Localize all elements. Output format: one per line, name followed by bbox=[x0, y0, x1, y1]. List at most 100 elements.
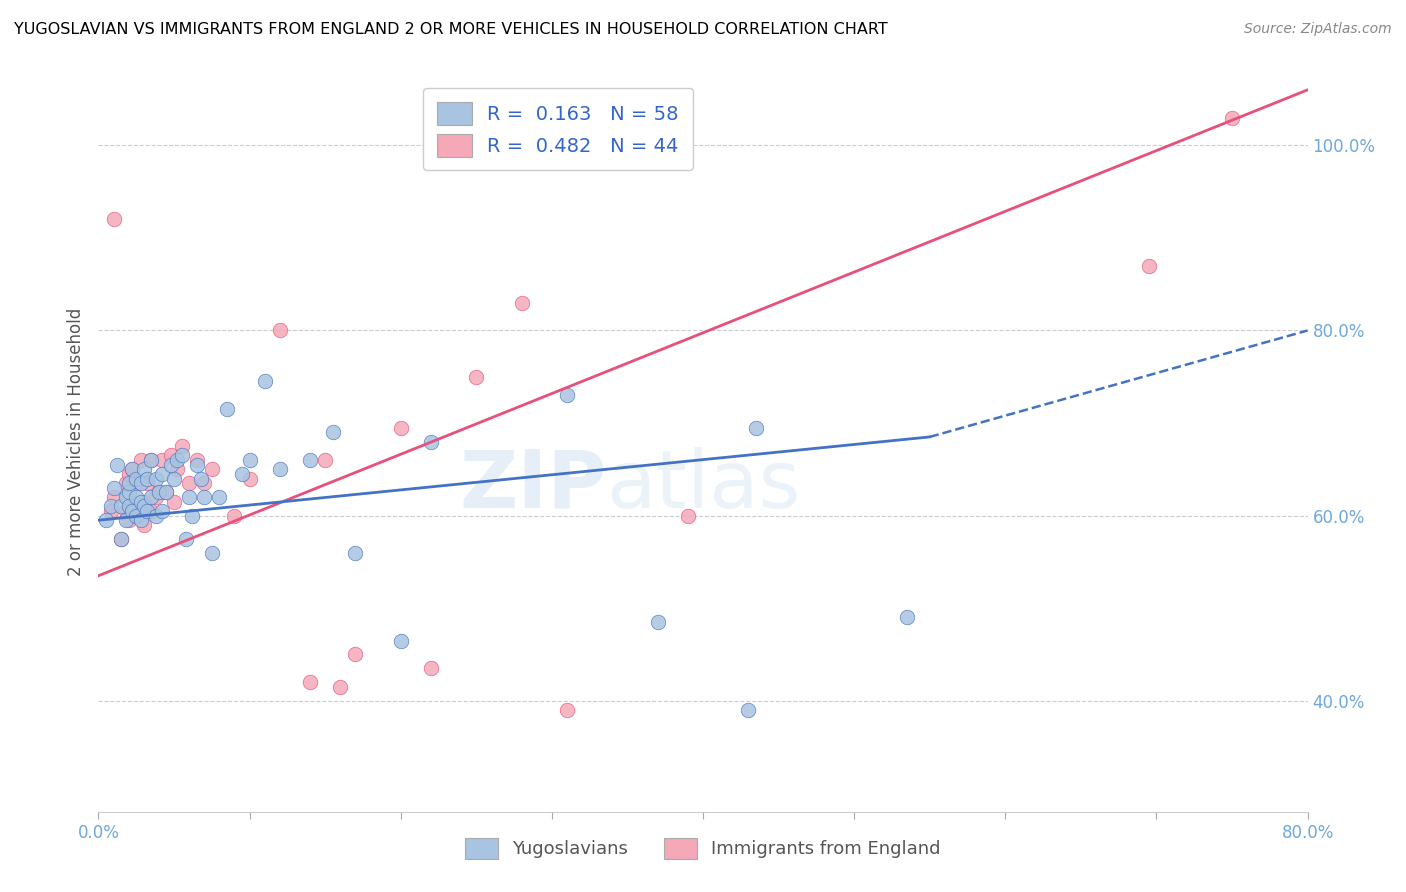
Point bbox=[141, 504, 163, 518]
Point bbox=[239, 453, 262, 467]
Point bbox=[344, 648, 367, 662]
Y-axis label: 2 or more Vehicles in Household: 2 or more Vehicles in Household bbox=[66, 308, 84, 575]
Point bbox=[114, 504, 136, 518]
Point bbox=[118, 467, 141, 481]
Point bbox=[253, 375, 276, 389]
Point bbox=[555, 703, 578, 717]
Point bbox=[174, 532, 197, 546]
Point bbox=[145, 508, 167, 523]
Point bbox=[129, 453, 152, 467]
Point bbox=[190, 472, 212, 486]
Point bbox=[94, 513, 117, 527]
Text: ZIP: ZIP bbox=[458, 447, 606, 525]
Point bbox=[269, 462, 291, 476]
Point bbox=[745, 420, 768, 434]
Point bbox=[110, 532, 132, 546]
Point bbox=[125, 504, 148, 518]
Point bbox=[676, 508, 699, 523]
Point bbox=[121, 504, 143, 518]
Point bbox=[114, 490, 136, 504]
Point bbox=[118, 476, 141, 491]
Point bbox=[170, 439, 193, 453]
Point bbox=[181, 508, 204, 523]
Point bbox=[105, 458, 128, 472]
Point bbox=[118, 485, 141, 500]
Point bbox=[166, 462, 188, 476]
Point bbox=[224, 508, 246, 523]
Point bbox=[135, 472, 157, 486]
Point bbox=[186, 453, 208, 467]
Point bbox=[510, 295, 533, 310]
Point bbox=[329, 680, 352, 694]
Point bbox=[129, 513, 152, 527]
Text: atlas: atlas bbox=[606, 447, 800, 525]
Point bbox=[160, 458, 183, 472]
Legend: R =  0.163   N = 58, R =  0.482   N = 44: R = 0.163 N = 58, R = 0.482 N = 44 bbox=[423, 88, 693, 170]
Text: Source: ZipAtlas.com: Source: ZipAtlas.com bbox=[1244, 22, 1392, 37]
Point bbox=[141, 453, 163, 467]
Point bbox=[208, 490, 231, 504]
Point bbox=[150, 453, 173, 467]
Point bbox=[145, 490, 167, 504]
Point bbox=[179, 476, 201, 491]
Point bbox=[114, 513, 136, 527]
Point bbox=[160, 449, 183, 463]
Point bbox=[1137, 259, 1160, 273]
Point bbox=[231, 467, 253, 481]
Point bbox=[201, 462, 224, 476]
Point bbox=[103, 212, 125, 227]
Point bbox=[100, 500, 122, 514]
Point bbox=[148, 485, 170, 500]
Point bbox=[193, 490, 215, 504]
Point bbox=[420, 661, 443, 675]
Legend: Yugoslavians, Immigrants from England: Yugoslavians, Immigrants from England bbox=[454, 827, 952, 870]
Point bbox=[129, 476, 152, 491]
Point bbox=[125, 472, 148, 486]
Point bbox=[344, 545, 367, 560]
Point bbox=[141, 453, 163, 467]
Point bbox=[170, 449, 193, 463]
Point bbox=[1220, 111, 1243, 125]
Point bbox=[201, 545, 224, 560]
Point bbox=[132, 462, 155, 476]
Point bbox=[150, 504, 173, 518]
Point bbox=[166, 453, 188, 467]
Point bbox=[129, 494, 152, 508]
Point bbox=[239, 472, 262, 486]
Point bbox=[299, 453, 322, 467]
Point bbox=[121, 462, 143, 476]
Point bbox=[110, 532, 132, 546]
Point bbox=[118, 513, 141, 527]
Point bbox=[215, 402, 238, 417]
Text: YUGOSLAVIAN VS IMMIGRANTS FROM ENGLAND 2 OR MORE VEHICLES IN HOUSEHOLD CORRELATI: YUGOSLAVIAN VS IMMIGRANTS FROM ENGLAND 2… bbox=[14, 22, 887, 37]
Point bbox=[125, 490, 148, 504]
Point bbox=[132, 500, 155, 514]
Point bbox=[465, 369, 488, 384]
Point bbox=[163, 494, 186, 508]
Point bbox=[322, 425, 344, 440]
Point bbox=[118, 500, 141, 514]
Point bbox=[299, 675, 322, 690]
Point bbox=[420, 434, 443, 449]
Point bbox=[135, 504, 157, 518]
Point bbox=[179, 490, 201, 504]
Point bbox=[647, 615, 669, 629]
Point bbox=[125, 476, 148, 491]
Point bbox=[132, 494, 155, 508]
Point bbox=[186, 458, 208, 472]
Point bbox=[555, 388, 578, 402]
Point bbox=[135, 476, 157, 491]
Point bbox=[100, 504, 122, 518]
Point bbox=[269, 323, 291, 337]
Point bbox=[125, 508, 148, 523]
Point bbox=[314, 453, 336, 467]
Point bbox=[121, 462, 143, 476]
Point bbox=[110, 500, 132, 514]
Point bbox=[163, 472, 186, 486]
Point bbox=[389, 633, 412, 648]
Point bbox=[103, 481, 125, 495]
Point bbox=[150, 467, 173, 481]
Point bbox=[155, 485, 177, 500]
Point bbox=[389, 420, 412, 434]
Point bbox=[132, 517, 155, 532]
